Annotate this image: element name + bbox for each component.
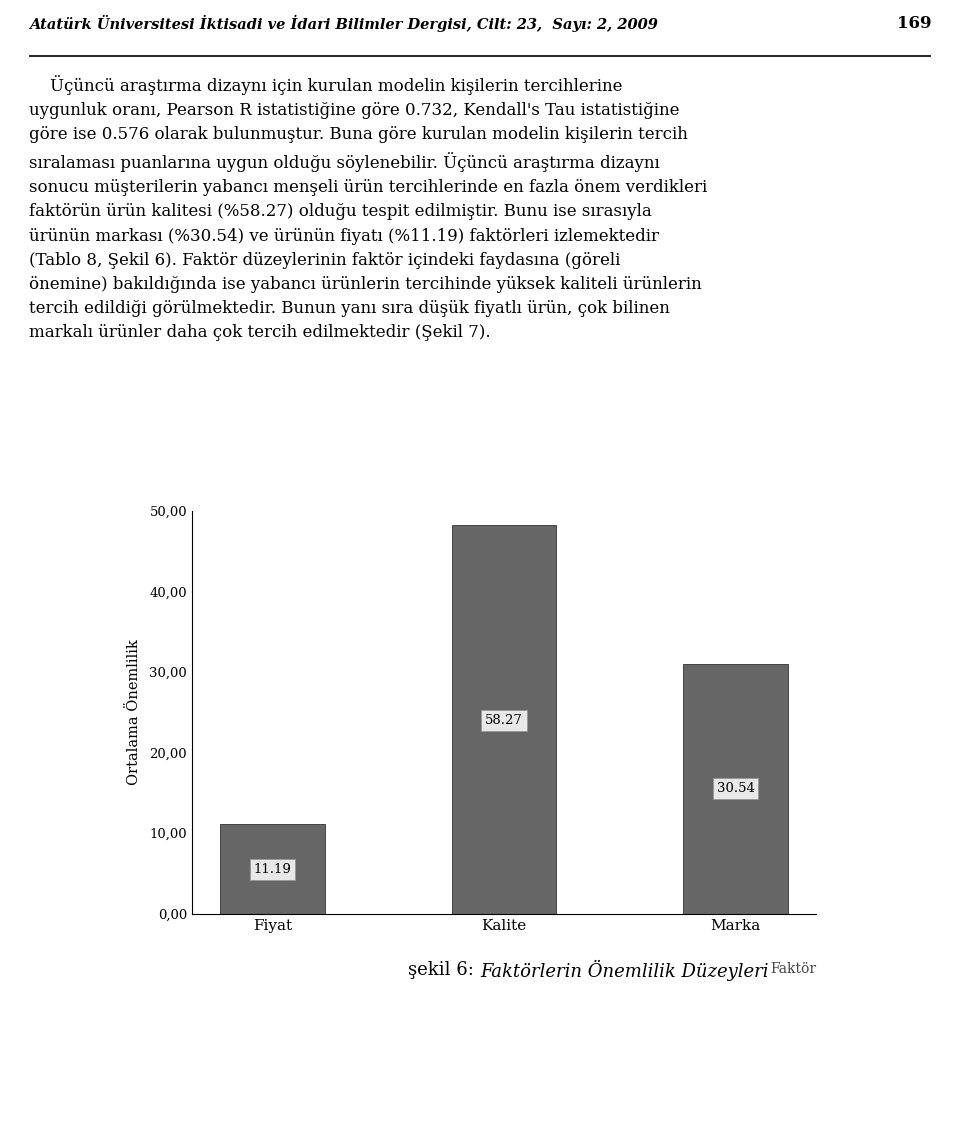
- Bar: [221, 824, 324, 914]
- Text: 169: 169: [897, 16, 931, 32]
- Text: Faktörlerin Önemlilik Düzeyleri: Faktörlerin Önemlilik Düzeyleri: [480, 960, 769, 981]
- Text: 30.54: 30.54: [716, 782, 755, 796]
- Text: Faktör: Faktör: [770, 962, 816, 976]
- Y-axis label: Ortalama Önemlilik: Ortalama Önemlilik: [127, 639, 141, 785]
- Text: şekil 6:: şekil 6:: [408, 961, 480, 980]
- Text: Atatürk Üniversitesi İktisadi ve İdari Bilimler Dergisi, Cilt: 23,  Sayı: 2, 200: Atatürk Üniversitesi İktisadi ve İdari B…: [29, 15, 658, 33]
- Bar: [452, 524, 556, 914]
- Text: 58.27: 58.27: [485, 714, 523, 726]
- Text: 11.19: 11.19: [253, 863, 292, 876]
- Text: Üçüncü araştırma dizaynı için kurulan modelin kişilerin tercihlerine
uygunluk or: Üçüncü araştırma dizaynı için kurulan mo…: [29, 75, 708, 342]
- Bar: [684, 664, 787, 914]
